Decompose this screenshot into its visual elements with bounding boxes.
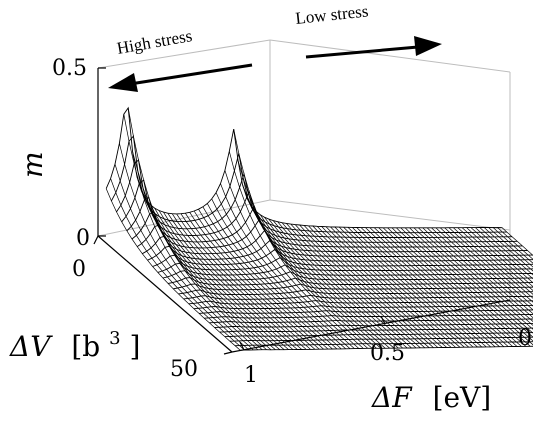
x-tick-label-0.5: 0.5 xyxy=(370,341,405,366)
y-axis-unit-close: ] xyxy=(129,330,140,363)
surface-line-dv-7 xyxy=(142,236,533,261)
y-tick-label-0: 0 xyxy=(72,257,86,282)
z-tick-label-0.5: 0.5 xyxy=(52,56,87,81)
high-stress-arrowhead xyxy=(108,73,138,92)
y-axis-label: ΔV [b 3 ] xyxy=(9,318,140,363)
y-tick-0 xyxy=(94,236,98,244)
tick-marks xyxy=(94,68,385,354)
y-axis-unit-sup: 3 xyxy=(109,328,120,349)
high-stress-label: High stress xyxy=(115,26,193,58)
surface-line-df-30 xyxy=(238,161,372,348)
x-tick-label-1: 1 xyxy=(244,363,258,388)
surface-line-dv-0 xyxy=(106,108,502,228)
y-tick-50 xyxy=(224,352,232,354)
y-axis-unit-base: [b xyxy=(71,330,100,363)
z-tick-label-0: 0 xyxy=(76,226,90,251)
y-tick-label-50: 50 xyxy=(170,357,198,382)
y-axis-symbol: ΔV xyxy=(9,330,53,363)
annotations: High stress Low stress xyxy=(108,1,442,92)
surface-mesh xyxy=(106,108,533,350)
surface-line-df-43 xyxy=(295,225,429,348)
low-stress-arrowhead xyxy=(414,36,442,56)
z-axis-label: m xyxy=(16,151,49,178)
high-stress-arrow xyxy=(108,65,252,92)
x-axis-unit: [eV] xyxy=(433,381,492,414)
axis-lines xyxy=(98,68,510,352)
x-axis-label: ΔF [eV] xyxy=(371,381,491,414)
low-stress-label: Low stress xyxy=(294,1,369,28)
x-axis-symbol: ΔF xyxy=(371,381,413,414)
x-tick-label-0: 0 xyxy=(518,326,532,351)
